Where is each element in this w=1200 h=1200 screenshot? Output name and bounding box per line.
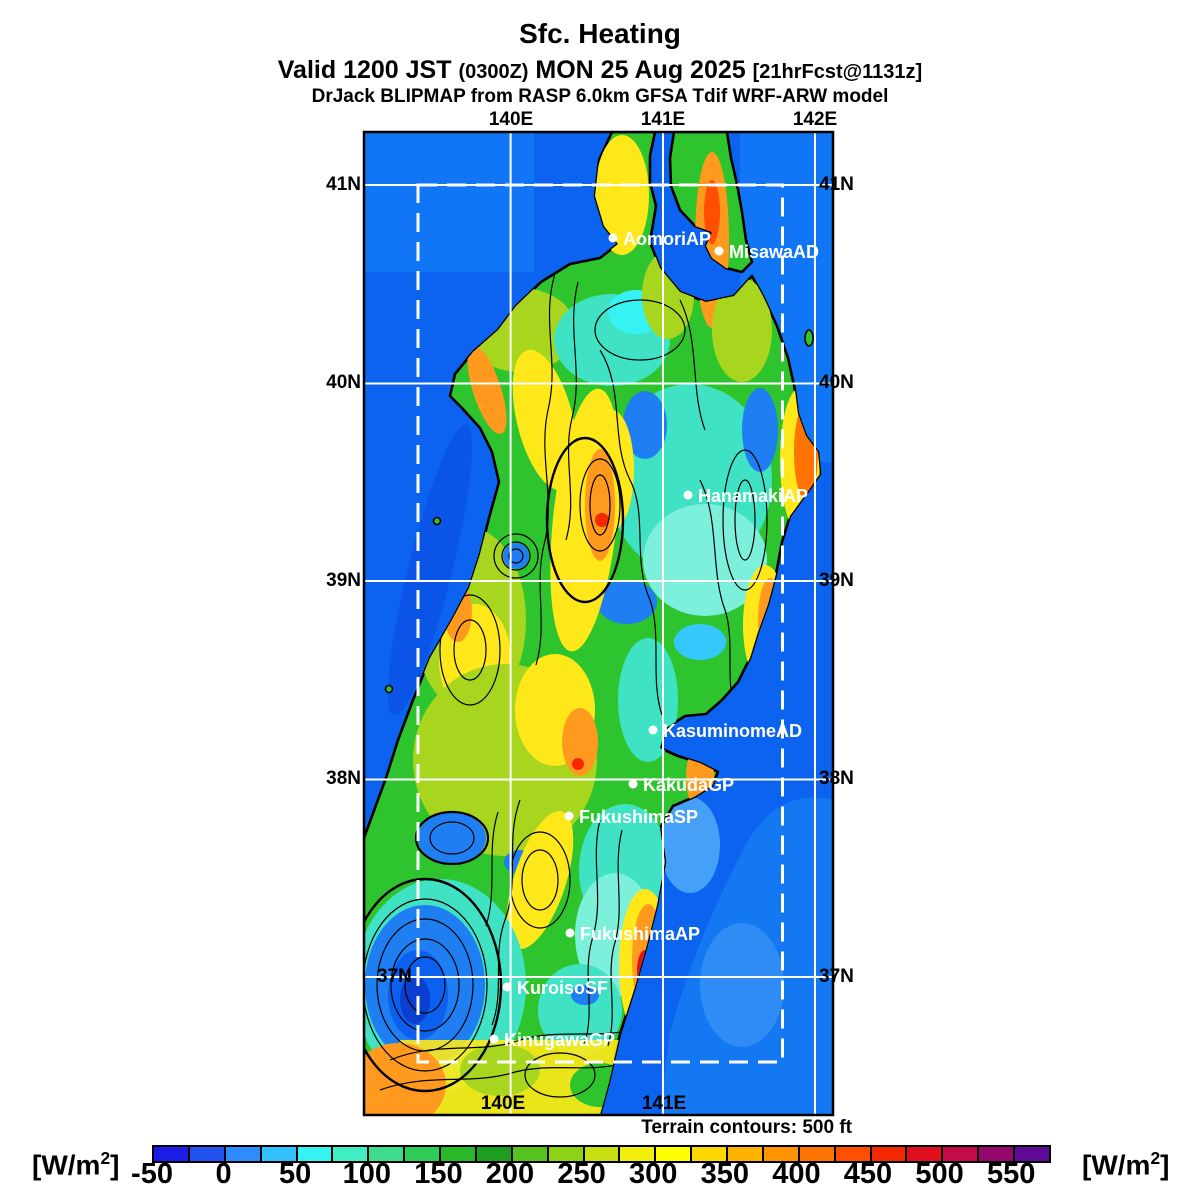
colorbar-segment [835, 1147, 872, 1161]
terrain-note: Terrain contours: 500 ft [641, 1117, 852, 1138]
colorbar-segment [763, 1147, 800, 1161]
colorbar-segment [728, 1147, 764, 1161]
colorbar-ticks: -50 0 50 100 150 200 250 300 350 400 450 500 550 [131, 1158, 1052, 1192]
lat-label-right-41n: 41N [819, 174, 854, 195]
station-label-hanamakiap: HanamakiAP [698, 486, 809, 506]
colorbar [152, 1145, 1051, 1163]
colorbar-segment [154, 1147, 190, 1161]
colorbar-segment [656, 1147, 693, 1161]
colorbar-tick-label: -50 [131, 1158, 173, 1190]
lon-label-top-142e: 142E [792, 109, 838, 130]
lat-label-left-40n: 40N [326, 372, 361, 393]
colorbar-segment [979, 1147, 1015, 1161]
heating-field [364, 135, 820, 1115]
station-label-aomoriap: AomoriAP [623, 229, 712, 249]
lat-label-left-39n: 39N [326, 570, 361, 591]
valid-time-line: Valid 1200 JST (0300Z) MON 25 Aug 2025 [… [0, 56, 1200, 85]
station-label-fukushimaap: FukushimaAP [580, 924, 701, 944]
map-frame [362, 130, 835, 1117]
units-label-left: [W/m2] [32, 1148, 120, 1181]
colorbar-segment [225, 1147, 262, 1161]
colorbar-tick-label: 100 [342, 1158, 391, 1190]
colorbar-segment [512, 1147, 549, 1161]
colorbar-segment [871, 1147, 908, 1161]
station-label-misawaad: MisawaAD [729, 242, 820, 262]
colorbar-segment [476, 1147, 513, 1161]
lat-label-right-38n: 38N [819, 768, 854, 789]
model-line: DrJack BLIPMAP from RASP 6.0km GFSA Tdif… [311, 86, 889, 107]
lat-label-right-37n: 37N [819, 966, 854, 987]
colorbar-tick-label: 250 [557, 1158, 606, 1190]
station-label-kasuminomead: KasuminomeAD [663, 721, 803, 741]
domain-boundary [416, 183, 784, 1064]
colorbar-segment [261, 1147, 298, 1161]
units-label-right: [W/m2] [1082, 1148, 1170, 1181]
colorbar-tick-label: 150 [414, 1158, 463, 1190]
lat-label-left-41n: 41N [326, 174, 361, 195]
forecast-tag: [21hrFcst@1131z] [752, 61, 923, 83]
colorbar-segment [620, 1147, 657, 1161]
lat-label-inner-37n: 37N [377, 966, 412, 987]
valid-prefix: Valid 1200 JST [277, 56, 459, 84]
lon-label-top-140e: 140E [488, 109, 534, 130]
valid-utc: (0300Z) [458, 61, 529, 83]
station-label-fukushimasp: FukushimaSP [579, 807, 699, 827]
colorbar-segment [189, 1147, 226, 1161]
colorbar-segment [297, 1147, 334, 1161]
colorbar-segment [692, 1147, 728, 1161]
colorbar-tick-label: 550 [986, 1158, 1036, 1190]
colorbar-segment [584, 1147, 621, 1161]
lon-label-top-141e: 141E [640, 109, 686, 130]
colorbar-segment [907, 1147, 944, 1161]
colorbar-segment [333, 1147, 370, 1161]
colorbar-segment [799, 1147, 836, 1161]
colorbar-tick-label: 0 [215, 1158, 232, 1190]
page-title: Sfc. Heating [519, 18, 681, 49]
terrain-contours [364, 269, 768, 1098]
colorbar-segment [1015, 1147, 1049, 1161]
colorbar-tick-label: 50 [279, 1158, 312, 1190]
station-label-kinugawagp: KinugawaGP [504, 1030, 616, 1050]
station-label-kakudagp: KakudaGP [643, 775, 735, 795]
lon-label-bottom-141e: 141E [641, 1093, 687, 1114]
colorbar-segment [369, 1147, 406, 1161]
colorbar-tick-label: 300 [628, 1158, 678, 1190]
islets [384, 329, 814, 694]
colorbar-segment [405, 1147, 441, 1161]
colorbar-tick-label: 500 [915, 1158, 964, 1190]
colorbar-tick-label: 200 [485, 1158, 535, 1190]
colorbar-tick-label: 350 [700, 1158, 749, 1190]
lat-label-left-38n: 38N [326, 768, 361, 789]
station-dots [489, 233, 724, 1044]
station-label-kuroisosf: KuroisoSF [517, 978, 609, 998]
colorbar-segment [548, 1147, 585, 1161]
lat-label-right-39n: 39N [819, 570, 854, 591]
colorbar-segment [441, 1147, 477, 1161]
colorbar-tick-label: 450 [843, 1158, 893, 1190]
colorbar-tick-label: 400 [772, 1158, 821, 1190]
valid-date: MON 25 Aug 2025 [528, 56, 753, 84]
lat-label-right-40n: 40N [819, 372, 854, 393]
colorbar-segment [943, 1147, 980, 1161]
lon-label-bottom-140e: 140E [480, 1093, 526, 1114]
